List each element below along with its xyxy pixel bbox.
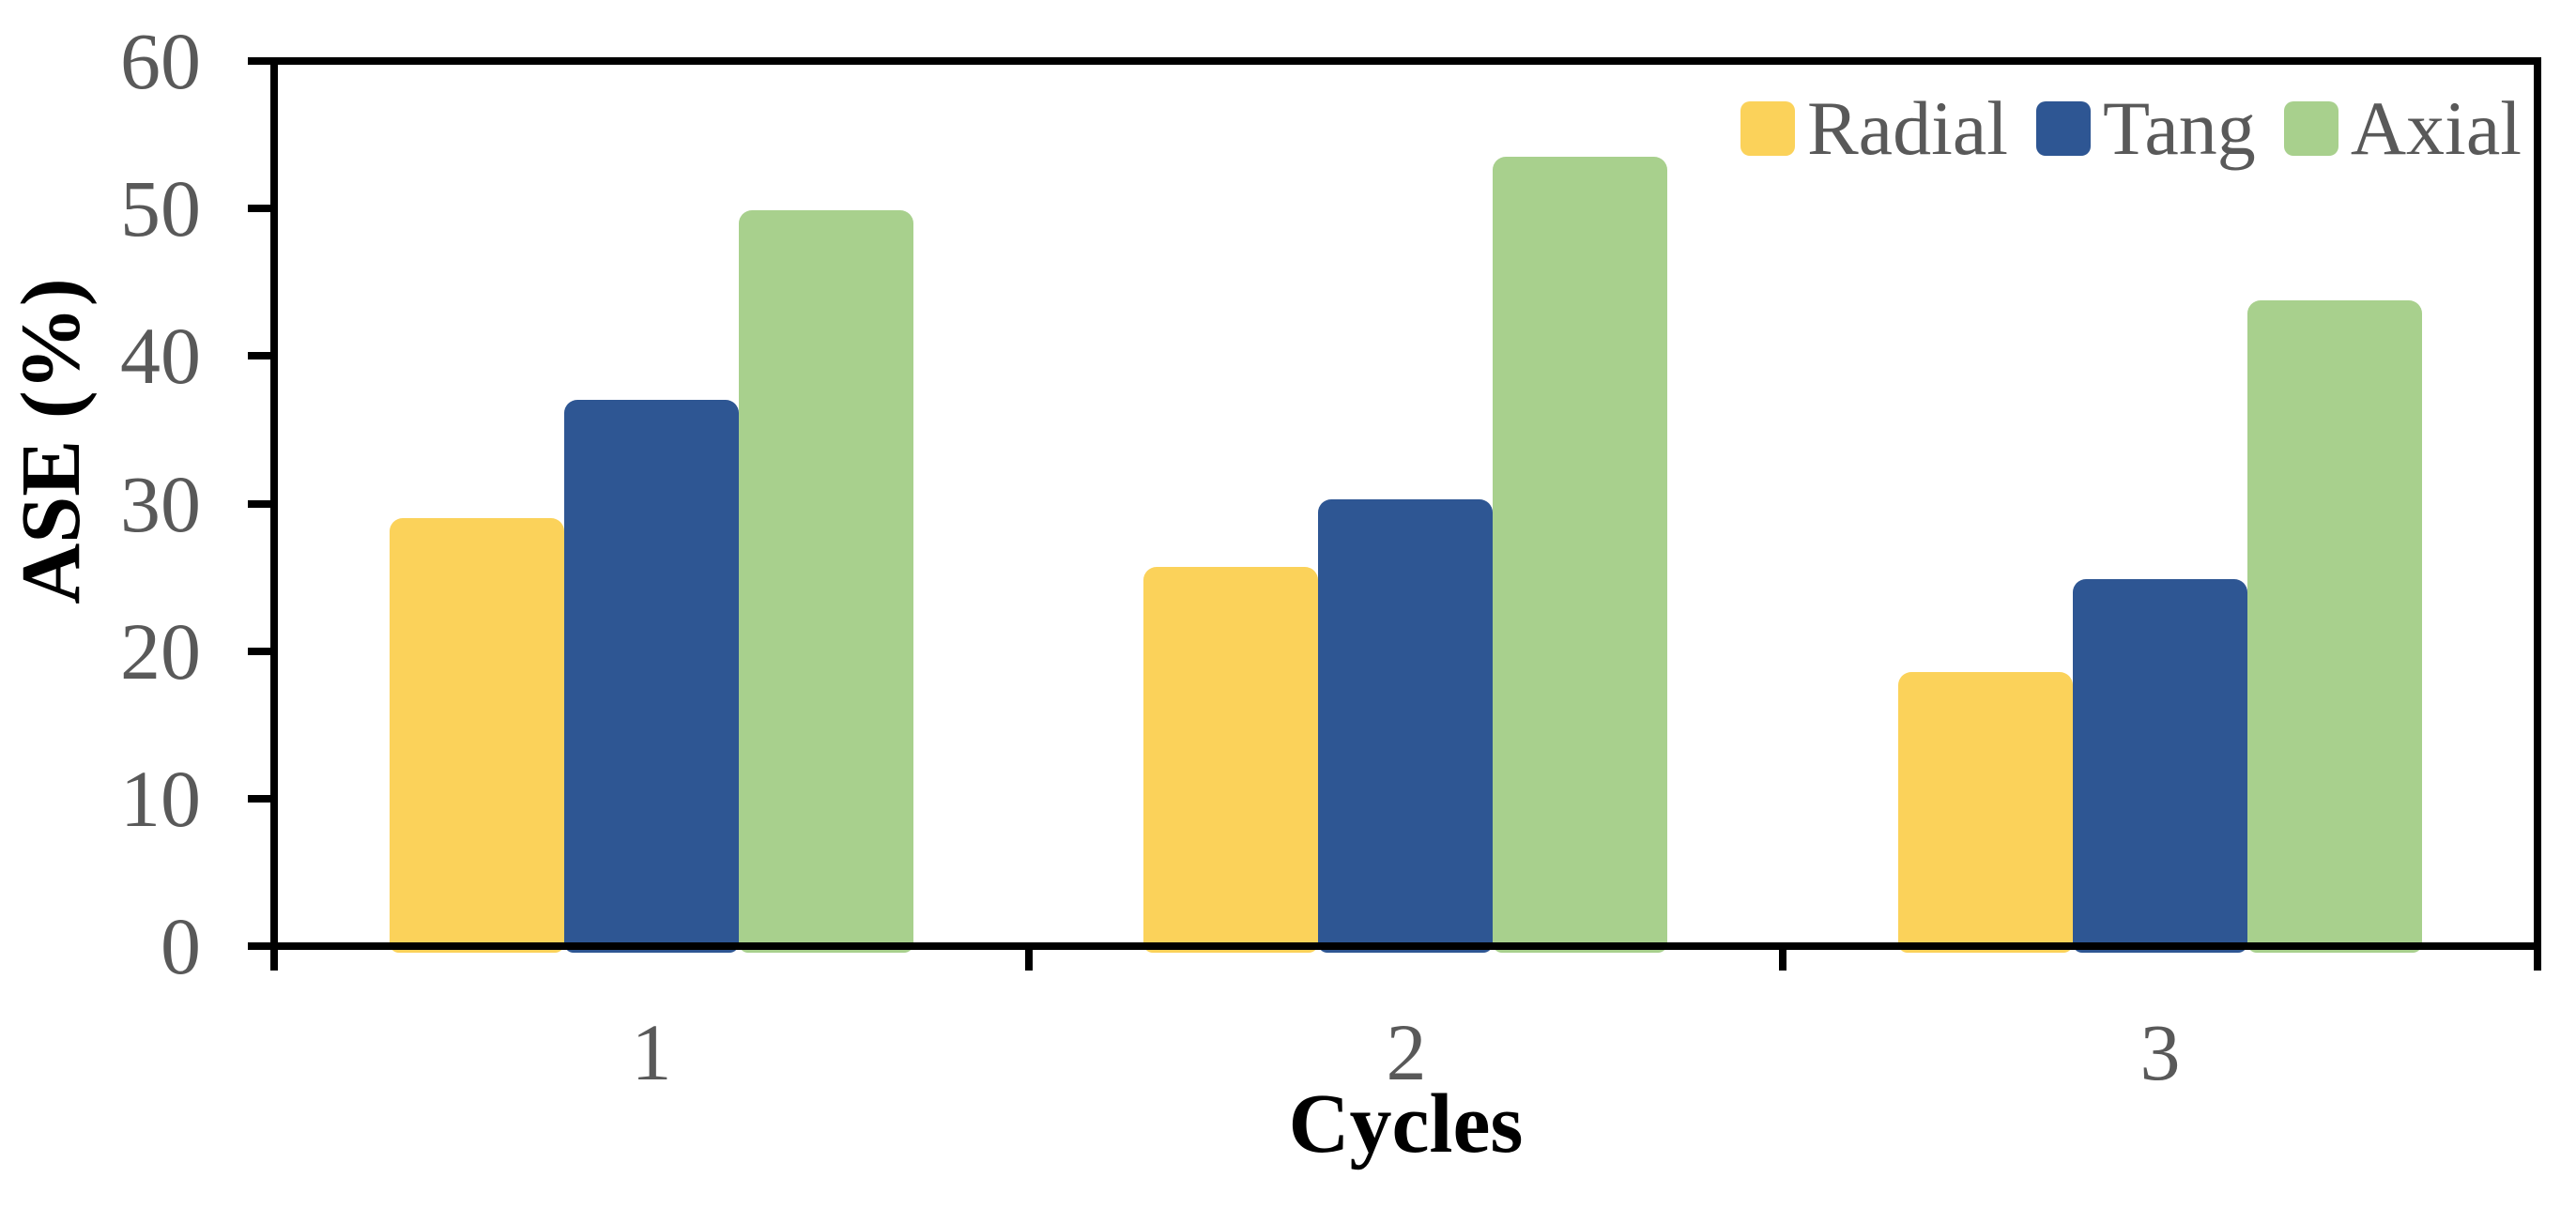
bar-tang-cycle-2 xyxy=(1318,499,1493,953)
y-tick xyxy=(248,648,274,655)
y-axis-line xyxy=(270,57,278,971)
x-axis-line xyxy=(248,942,2541,950)
bar-radial-cycle-3 xyxy=(1898,672,2073,953)
plot-top-border xyxy=(248,57,2541,65)
bar-radial-cycle-1 xyxy=(390,518,564,953)
legend-item-radial: Radial xyxy=(1740,90,2008,167)
y-axis-title: ASE (%) xyxy=(5,278,98,604)
y-tick xyxy=(248,795,274,803)
legend-swatch-radial xyxy=(1740,101,1795,156)
legend-item-tang: Tang xyxy=(2036,90,2256,167)
y-tick-label: 20 xyxy=(120,606,201,696)
bar-axial-cycle-3 xyxy=(2247,300,2422,953)
bar-tang-cycle-1 xyxy=(564,400,739,953)
legend-label-tang: Tang xyxy=(2103,85,2256,171)
y-tick-label: 10 xyxy=(120,754,201,844)
bar-axial-cycle-2 xyxy=(1493,157,1667,953)
x-tick-label: 2 xyxy=(1386,1007,1427,1097)
y-tick xyxy=(248,500,274,508)
y-tick-label: 0 xyxy=(161,901,201,991)
y-tick xyxy=(248,205,274,212)
y-tick-label: 40 xyxy=(120,311,201,401)
bar-tang-cycle-3 xyxy=(2073,579,2247,953)
x-tick-label: 3 xyxy=(2139,1007,2181,1097)
legend: Radial Tang Axial xyxy=(1740,90,2522,167)
legend-swatch-axial xyxy=(2283,101,2338,156)
plot-right-border xyxy=(2534,57,2541,971)
x-tick xyxy=(1779,946,1786,971)
y-tick-label: 60 xyxy=(120,16,201,106)
legend-swatch-tang xyxy=(2036,101,2092,156)
x-tick-label: 1 xyxy=(631,1007,672,1097)
bar-radial-cycle-2 xyxy=(1143,567,1318,953)
x-axis-title: Cycles xyxy=(1288,1078,1524,1170)
y-tick-label: 50 xyxy=(120,163,201,253)
bar-axial-cycle-1 xyxy=(739,210,913,953)
legend-item-axial: Axial xyxy=(2283,85,2522,171)
x-tick xyxy=(1025,946,1033,971)
legend-label-axial: Axial xyxy=(2350,85,2522,171)
legend-label-radial: Radial xyxy=(1806,85,2009,171)
y-tick xyxy=(248,352,274,359)
y-tick-label: 30 xyxy=(120,459,201,549)
